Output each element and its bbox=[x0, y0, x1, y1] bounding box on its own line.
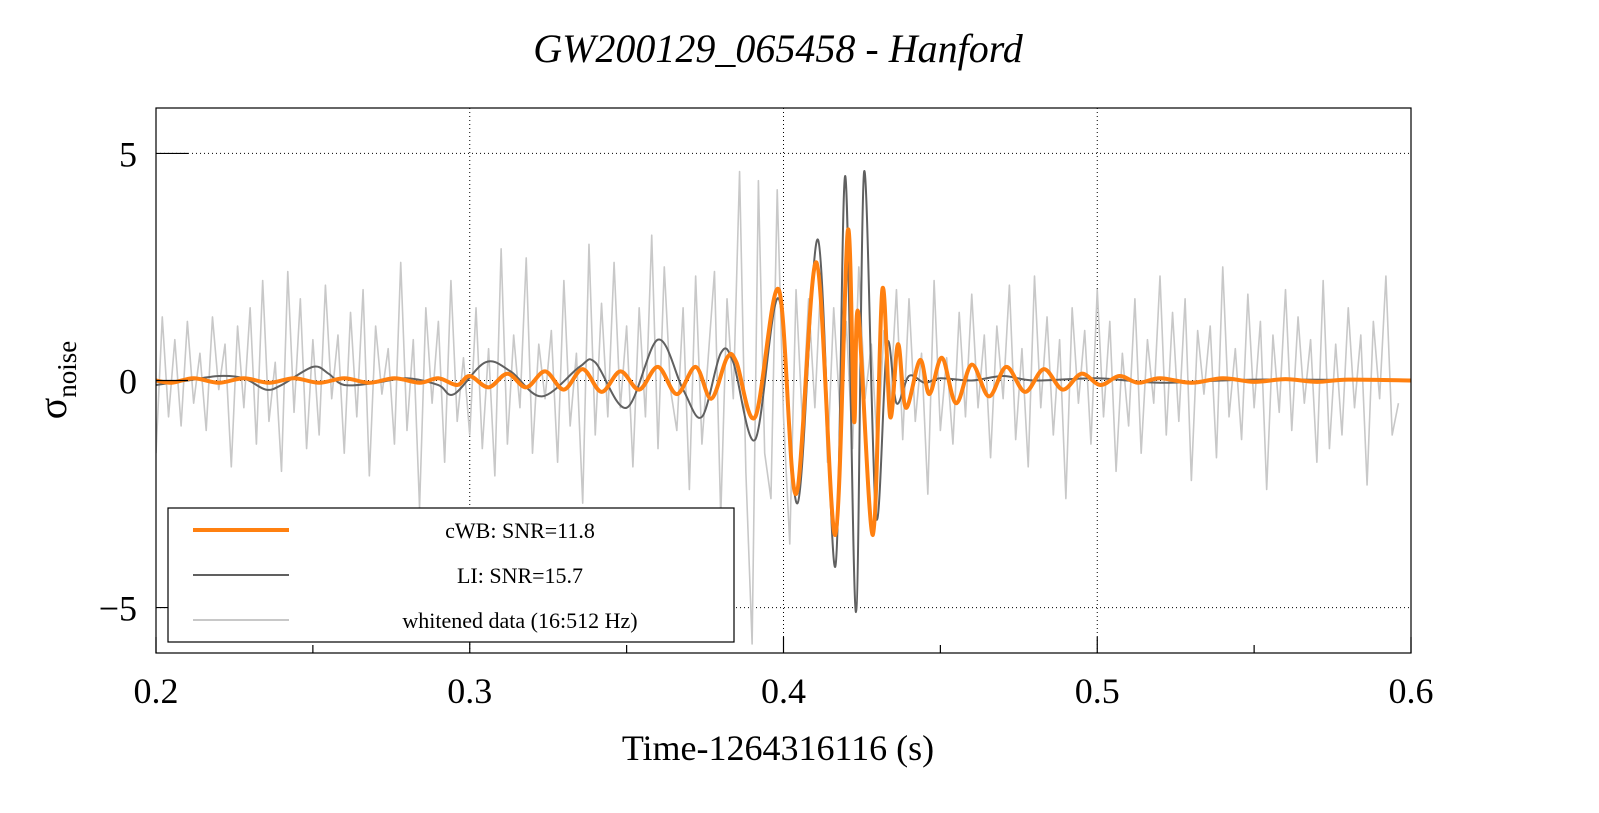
ticks: 0.2 0.3 0.4 0.5 0.6 −5 0 5 bbox=[99, 134, 1434, 711]
legend: cWB: SNR=11.8 LI: SNR=15.7 whitened data… bbox=[167, 507, 735, 643]
legend-label-li: LI: SNR=15.7 bbox=[457, 563, 583, 588]
grid bbox=[156, 108, 1411, 653]
x-tick-label: 0.5 bbox=[1075, 671, 1120, 711]
y-axis-label-subscript: noise bbox=[52, 341, 82, 398]
x-tick-label: 0.4 bbox=[761, 671, 806, 711]
y-tick-label: 5 bbox=[119, 134, 137, 174]
series-line-whitened-data bbox=[156, 170, 1400, 645]
svg-text:σnoise: σnoise bbox=[30, 341, 82, 420]
x-tick-label: 0.2 bbox=[134, 671, 179, 711]
y-axis-label-sigma: σ bbox=[30, 398, 75, 420]
x-axis-label: Time-1264316116 (s) bbox=[622, 728, 934, 768]
plot-area bbox=[156, 170, 1411, 645]
series-line-cwb bbox=[156, 227, 1411, 537]
legend-label-cwb: cWB: SNR=11.8 bbox=[445, 518, 595, 543]
chart-title: GW200129_065458 - Hanford bbox=[533, 26, 1024, 71]
y-tick-label: 0 bbox=[119, 362, 137, 402]
x-tick-label: 0.3 bbox=[447, 671, 492, 711]
x-tick-label: 0.6 bbox=[1389, 671, 1434, 711]
y-axis-label: σnoise bbox=[30, 341, 82, 420]
legend-label-whitened: whitened data (16:512 Hz) bbox=[402, 608, 637, 633]
y-tick-label: −5 bbox=[99, 589, 137, 629]
